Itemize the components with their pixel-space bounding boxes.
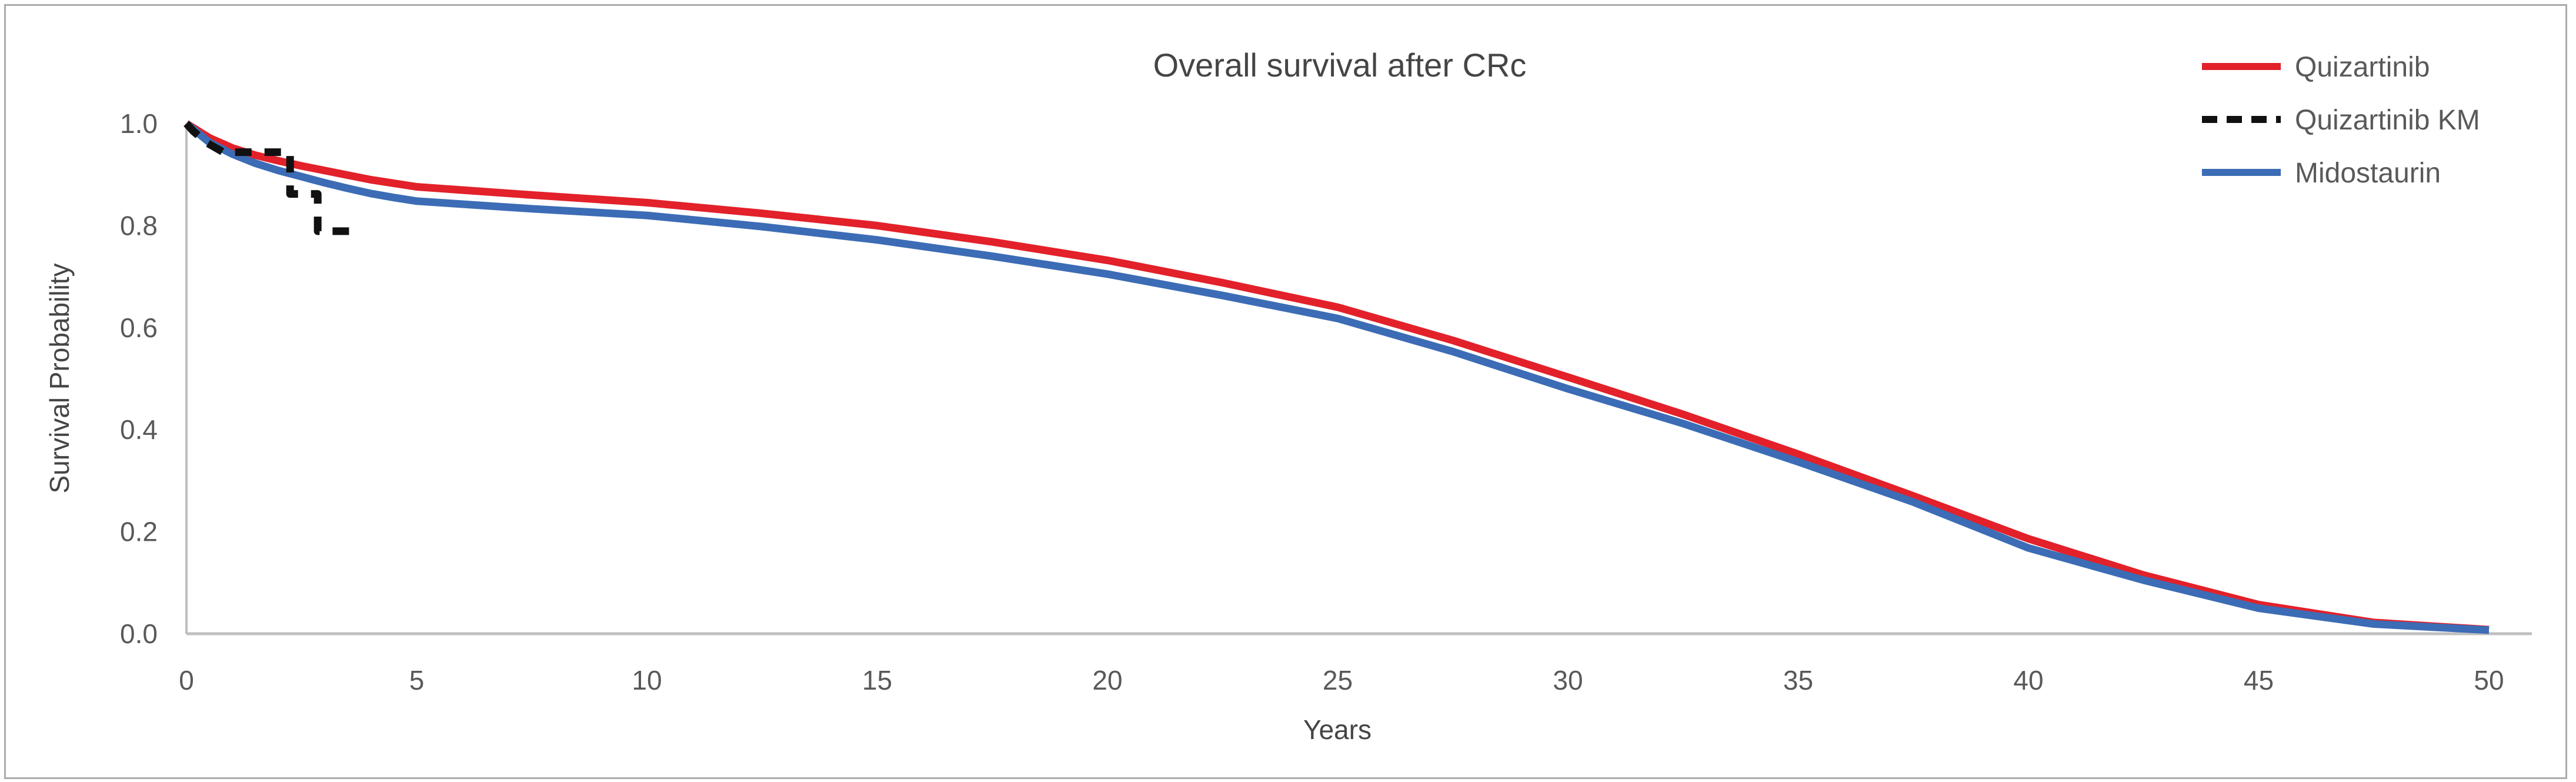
legend-label: Quizartinib [2295, 52, 2430, 83]
x-tick-label-50: 50 [2474, 665, 2504, 696]
legend-label: Quizartinib KM [2295, 105, 2480, 136]
y-tick-label-1.0: 1.0 [120, 108, 158, 139]
series-lines-group [183, 120, 2490, 634]
x-tick-label-15: 15 [862, 665, 892, 696]
axes-group [185, 124, 2532, 635]
x-tick-label-35: 35 [1783, 665, 1813, 696]
y-tick-label-0.0: 0.0 [120, 618, 158, 649]
x-tick-label-45: 45 [2244, 665, 2274, 696]
tick-labels-group: 0 5 10 15 20 25 30 35 40 45 50 1.0 0.8 0.6 0.4 0.2 0.0 [120, 108, 2504, 696]
y-tick-label-0.2: 0.2 [120, 517, 158, 547]
x-tick-label-0: 0 [179, 665, 194, 696]
legend-item-quizartinib-km: Quizartinib KM [2202, 105, 2480, 136]
series-line-quizartinib [184, 120, 2490, 634]
x-tick-label-25: 25 [1323, 665, 1353, 696]
y-tick-label-0.8: 0.8 [120, 210, 158, 241]
y-axis-title: Survival Probability [44, 263, 75, 493]
x-tick-label-10: 10 [632, 665, 662, 696]
series-line-quizartinib-km [183, 121, 359, 235]
series-line-midostaurin [183, 120, 2490, 634]
legend-item-quizartinib: Quizartinib [2202, 52, 2430, 83]
chart-title: Overall survival after CRc [1153, 46, 1527, 84]
x-tick-label-5: 5 [409, 665, 425, 696]
y-tick-label-0.6: 0.6 [120, 312, 158, 343]
chart-frame [4, 4, 2567, 779]
x-tick-label-30: 30 [1553, 665, 1583, 696]
legend-item-midostaurin: Midostaurin [2202, 158, 2441, 189]
x-tick-label-40: 40 [2013, 665, 2043, 696]
y-tick-label-0.4: 0.4 [120, 414, 158, 445]
legend-label: Midostaurin [2295, 158, 2441, 189]
x-axis-title: Years [1303, 714, 1372, 745]
x-tick-label-20: 20 [1092, 665, 1122, 696]
legend-group: Quizartinib Quizartinib KM Midostaurin [2202, 52, 2480, 189]
